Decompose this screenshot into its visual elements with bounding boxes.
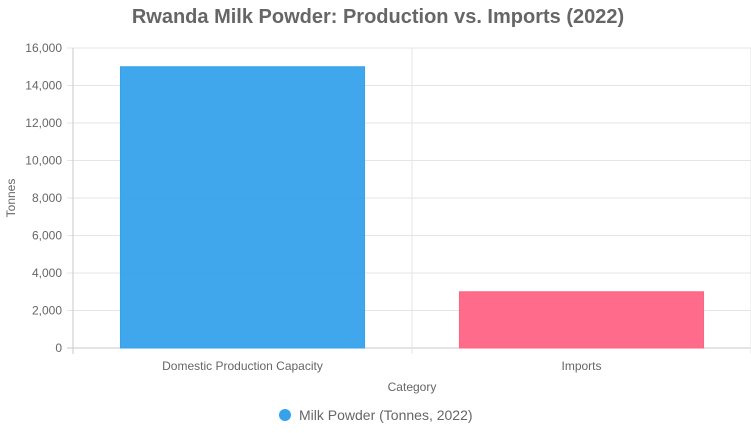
x-axis-ticks: Domestic Production Capacity Imports: [162, 359, 601, 373]
chart-title: Rwanda Milk Powder: Production vs. Impor…: [132, 6, 624, 28]
y-tick-label: 16,000: [25, 41, 62, 55]
bar[interactable]: [458, 291, 705, 349]
y-axis-title: Tonnes: [4, 179, 18, 218]
y-axis-ticks: 0 2,000 4,000 6,000 8,000 10,000 12,000 14,000 1…: [25, 41, 62, 355]
y-tick-label: 12,000: [25, 116, 62, 130]
y-tick-label: 4,000: [32, 266, 62, 280]
y-tick-label: 10,000: [25, 154, 62, 168]
x-tick-label: Imports: [561, 359, 601, 373]
y-tick-label: 2,000: [32, 304, 62, 318]
y-tick-label: 0: [55, 341, 62, 355]
y-tick-label: 8,000: [32, 191, 62, 205]
x-tick-label: Domestic Production Capacity: [162, 359, 323, 373]
y-tick-label: 6,000: [32, 229, 62, 243]
y-tick-label: 14,000: [25, 79, 62, 93]
x-axis-title: Category: [388, 380, 437, 394]
bar[interactable]: [119, 66, 366, 349]
legend[interactable]: Milk Powder (Tonnes, 2022): [279, 407, 473, 423]
legend-label: Milk Powder (Tonnes, 2022): [299, 407, 473, 423]
bars: [119, 66, 705, 349]
legend-swatch: [279, 409, 291, 421]
